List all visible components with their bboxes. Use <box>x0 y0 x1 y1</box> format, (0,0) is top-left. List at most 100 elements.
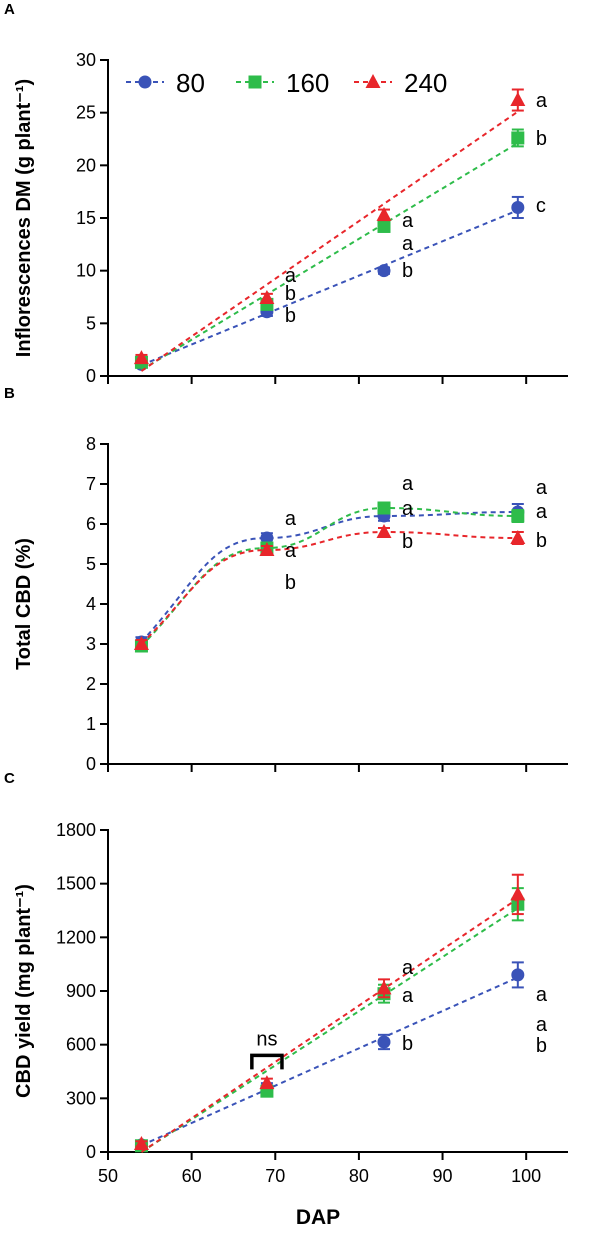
significance-letter: a <box>536 477 548 499</box>
data-point-240 <box>133 1135 149 1150</box>
y-tick-label: 600 <box>66 1035 96 1055</box>
x-tick-label: 90 <box>433 1166 453 1186</box>
data-point-240 <box>259 1075 275 1090</box>
data-point-80 <box>260 531 274 545</box>
y-tick-label: 7 <box>86 474 96 494</box>
y-tick-label: 1800 <box>56 820 96 840</box>
data-point-240 <box>376 206 392 221</box>
data-point-240 <box>259 542 275 556</box>
y-tick-label: 900 <box>66 981 96 1001</box>
y-tick-label: 20 <box>76 155 96 175</box>
significance-letter: a <box>536 90 548 112</box>
panel-letter: B <box>4 385 15 402</box>
legend-marker-80 <box>138 75 152 89</box>
y-tick-label: 2 <box>86 674 96 694</box>
significance-letter: a <box>536 984 548 1006</box>
data-point-160 <box>377 219 391 233</box>
significance-letter: b <box>402 1033 413 1055</box>
series-240 <box>133 88 526 372</box>
data-point-240 <box>510 92 526 107</box>
significance-letter: a <box>402 985 414 1007</box>
y-tick-label: 15 <box>76 208 96 228</box>
significance-letter: a <box>402 473 414 495</box>
significance-letter: a <box>285 540 297 562</box>
series-80 <box>134 503 525 649</box>
legend-marker-160 <box>248 75 262 89</box>
data-point-80 <box>377 1035 391 1049</box>
panel-c: C 0 300 600 900 1200 1500 1800 50 60 70 80 90 100 CBD … <box>4 770 568 1229</box>
trend-line-240 <box>140 110 519 372</box>
data-point-80 <box>377 264 391 278</box>
panel-letter: C <box>4 770 15 787</box>
y-tick-label: 30 <box>76 50 96 70</box>
x-tick-label: 100 <box>511 1166 541 1186</box>
y-tick-label: 0 <box>86 366 96 386</box>
significance-letter: a <box>402 498 414 520</box>
series-80 <box>134 195 525 371</box>
data-point-160 <box>377 501 391 515</box>
data-point-240 <box>259 290 275 305</box>
x-tick-label: 60 <box>182 1166 202 1186</box>
data-point-240 <box>510 530 526 544</box>
series-240 <box>133 524 526 650</box>
y-tick-label: 0 <box>86 754 96 774</box>
data-point-80 <box>511 200 525 214</box>
data-point-80 <box>511 968 525 982</box>
legend-label-80: 80 <box>176 68 205 98</box>
significance-letter: c <box>536 195 546 217</box>
trend-line-80 <box>141 976 519 1147</box>
series-80 <box>134 961 525 1152</box>
y-tick-label: 1 <box>86 714 96 734</box>
significance-letter: a <box>285 508 297 530</box>
trend-line-160 <box>140 907 519 1153</box>
significance-letter: a <box>402 233 414 255</box>
x-axis-label: DAP <box>296 1206 340 1229</box>
y-tick-label: 300 <box>66 1088 96 1108</box>
y-tick-label: 10 <box>76 261 96 281</box>
significance-letter: a <box>402 210 414 232</box>
data-point-240 <box>133 350 149 365</box>
significance-letter: a <box>536 1014 548 1036</box>
y-tick-label: 8 <box>86 434 96 454</box>
trend-line-240 <box>140 530 518 645</box>
data-point-240 <box>376 524 392 538</box>
y-tick-label: 3 <box>86 634 96 654</box>
y-tick-label: 0 <box>86 1142 96 1162</box>
significance-letter: b <box>536 128 547 150</box>
legend-label-240: 240 <box>404 68 447 98</box>
panel-a: A 0 5 10 15 20 25 30 Inflorescences DM (g plant⁻… <box>4 1 568 386</box>
y-tick-label: 5 <box>86 313 96 333</box>
series-160 <box>134 501 525 653</box>
data-point-240 <box>376 980 392 995</box>
trend-line-80 <box>141 209 519 367</box>
series-160 <box>134 887 525 1153</box>
series-160 <box>134 128 525 371</box>
data-point-240 <box>133 636 149 650</box>
x-tick-label: 50 <box>98 1166 118 1186</box>
significance-letter: b <box>536 1035 547 1057</box>
significance-letter: b <box>285 572 296 594</box>
data-point-160 <box>511 131 525 145</box>
y-tick-label: 4 <box>86 594 96 614</box>
significance-letter: a <box>402 957 414 979</box>
y-axis-label: CBD yield (mg plant⁻¹) <box>13 884 35 1098</box>
legend: 80 160 240 <box>126 68 447 98</box>
ns-label: ns <box>256 1028 277 1050</box>
data-point-240 <box>510 886 526 901</box>
y-axis-label: Inflorescences DM (g plant⁻¹) <box>13 79 35 357</box>
y-tick-label: 1500 <box>56 874 96 894</box>
significance-letter: b <box>536 530 547 552</box>
significance-letter: a <box>536 501 548 523</box>
y-tick-label: 1200 <box>56 927 96 947</box>
trend-line-160 <box>140 506 518 647</box>
panel-letter: A <box>4 1 15 18</box>
significance-letter: b <box>402 260 413 282</box>
legend-label-160: 160 <box>286 68 329 98</box>
trend-line-80 <box>140 511 518 643</box>
significance-letter: b <box>285 283 296 305</box>
data-point-160 <box>511 509 525 523</box>
y-axis-label: Total CBD (%) <box>13 538 35 670</box>
